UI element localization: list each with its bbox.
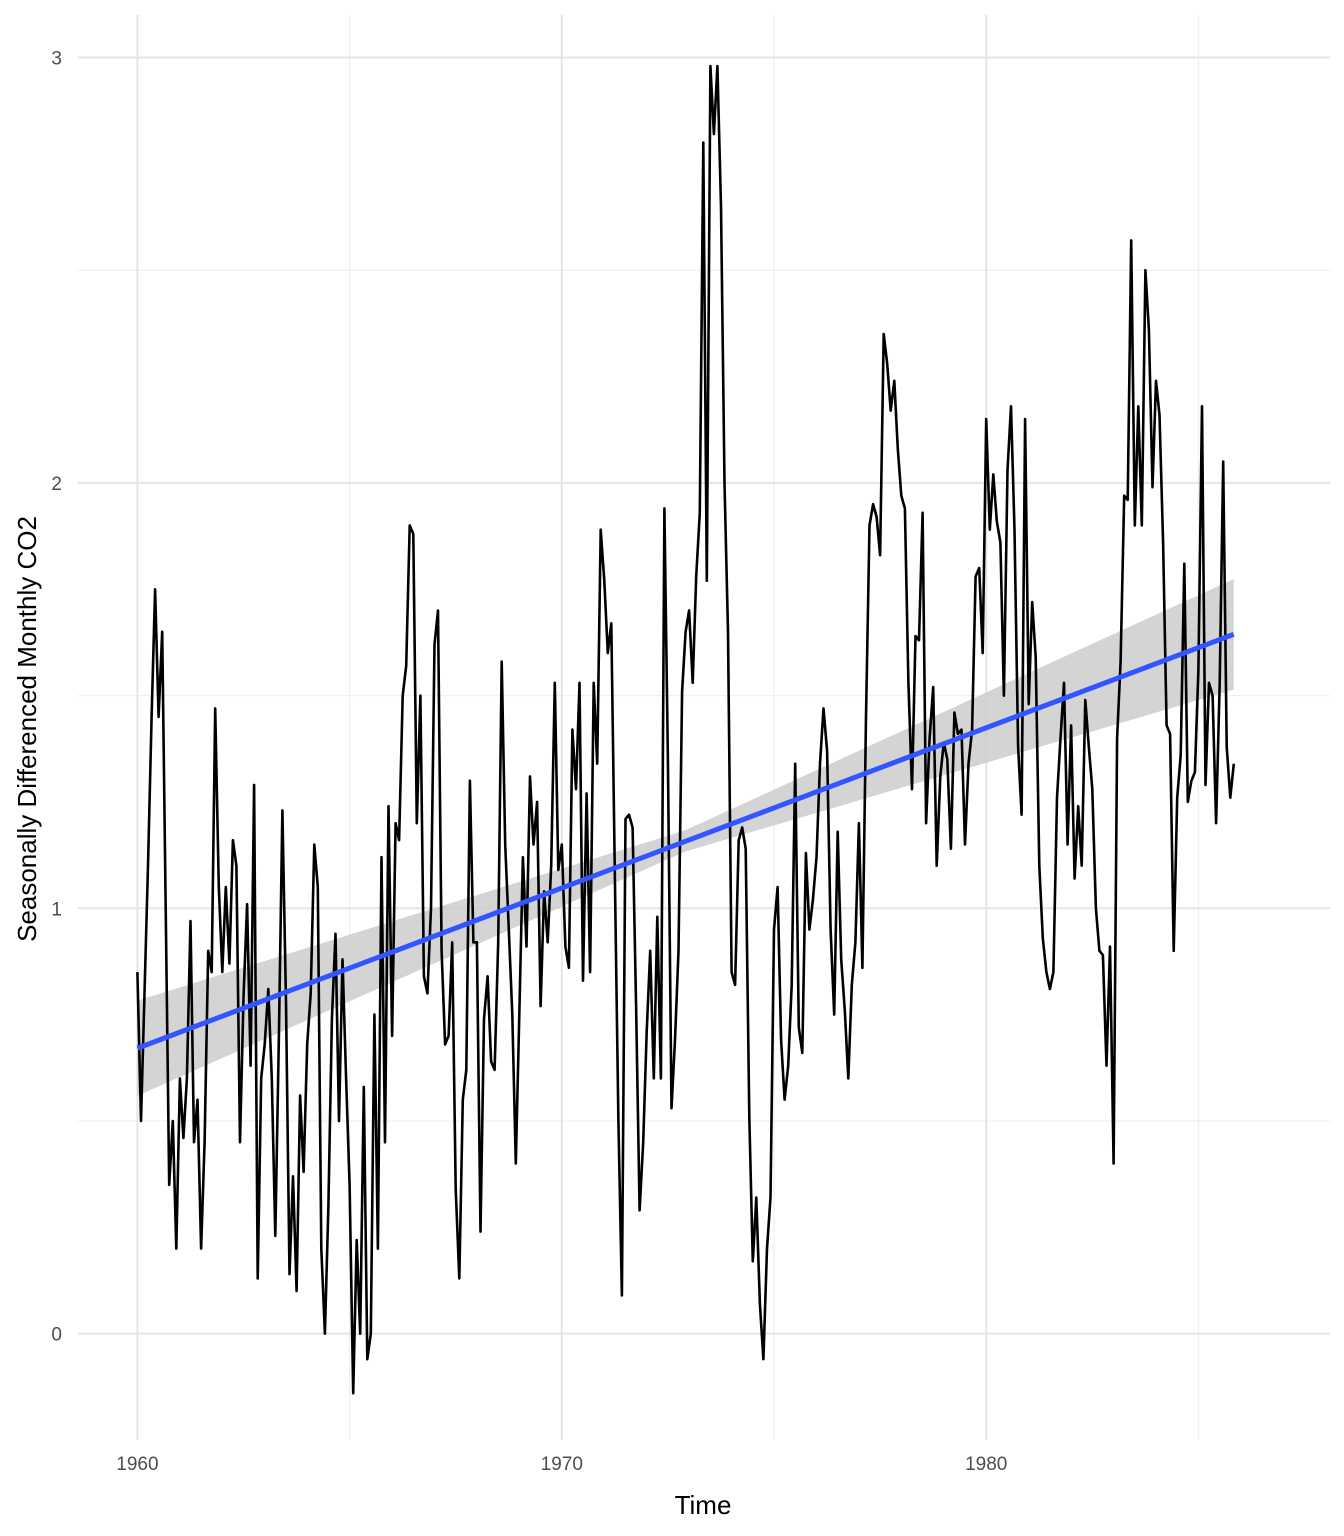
x-axis-ticks: 1960 1970 1980 — [116, 1454, 1007, 1475]
y-tick-label: 1 — [51, 899, 62, 920]
y-axis-title: Seasonally Differenced Monthly CO2 — [12, 516, 42, 942]
x-axis-title: Time — [675, 1490, 732, 1520]
linear-trend-line — [136, 632, 1235, 1051]
y-tick-label: 2 — [51, 474, 62, 495]
x-tick-label: 1980 — [965, 1454, 1007, 1475]
y-tick-label: 3 — [51, 49, 62, 70]
x-tick-label: 1970 — [541, 1454, 583, 1475]
co2-series — [136, 64, 1236, 1395]
trend-line — [136, 632, 1235, 1051]
x-tick-label: 1960 — [116, 1454, 158, 1475]
confidence-band-area — [137, 579, 1234, 1096]
y-axis-ticks: 0 1 2 3 — [51, 49, 62, 1346]
confidence-band — [137, 579, 1234, 1096]
y-tick-label: 0 — [51, 1325, 62, 1346]
co2-series-line — [136, 64, 1236, 1395]
